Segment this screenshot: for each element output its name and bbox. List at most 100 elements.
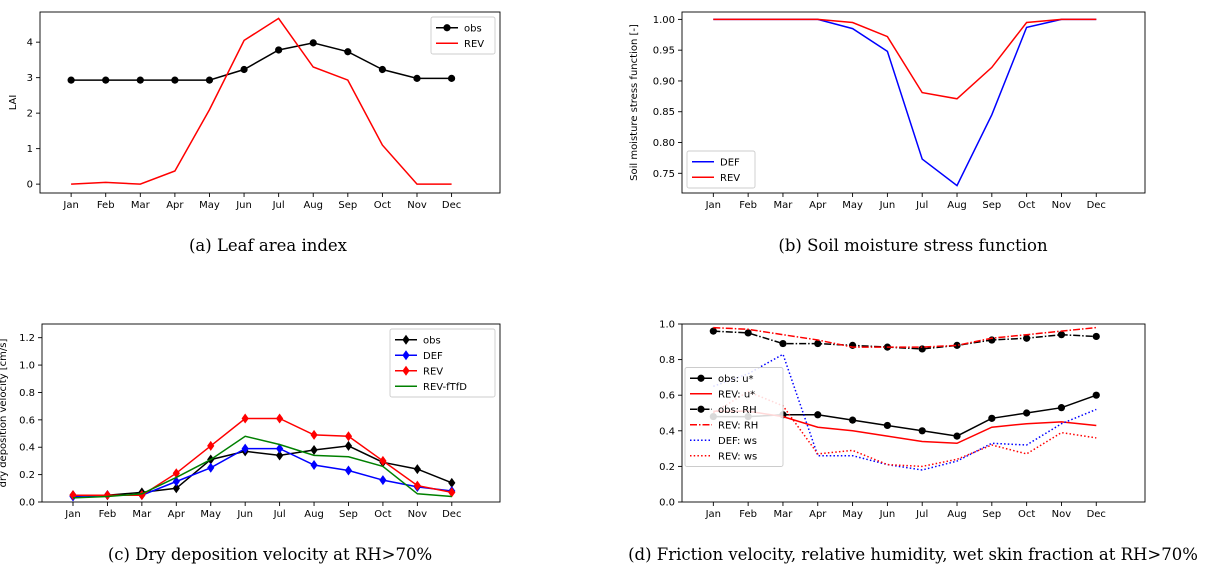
y-tick-label: 0.95 <box>653 46 675 57</box>
data-point <box>103 490 112 501</box>
data-point <box>448 487 456 498</box>
legend-label: REV <box>720 173 740 184</box>
y-tick-label: 0.2 <box>659 462 675 473</box>
y-tick-label: 0.4 <box>19 443 35 454</box>
legend: obs REV <box>430 16 496 55</box>
y-tick-label: 1.2 <box>19 333 35 344</box>
data-point <box>241 413 249 424</box>
data-point <box>413 464 421 475</box>
legend-label: REV-fTfD <box>423 382 467 393</box>
data-point <box>207 440 215 451</box>
series-line <box>713 326 1097 348</box>
data-point <box>240 65 248 74</box>
legend-box <box>389 328 496 398</box>
legend-label: obs <box>423 335 441 346</box>
data-point <box>814 411 822 419</box>
legend-label: DEF <box>423 351 443 362</box>
y-tick-label: 0.0 <box>659 498 675 509</box>
series-line <box>71 17 452 185</box>
legend-marker <box>402 365 410 376</box>
x-tick-label: Aug <box>947 509 967 520</box>
x-tick-label: Aug <box>303 200 323 211</box>
y-axis-label: Soil moisture stress function [-] <box>629 24 640 181</box>
series-line <box>72 447 452 498</box>
data-point <box>1023 409 1031 417</box>
x-tick-label: Oct <box>1018 509 1035 520</box>
y-tick-label: 0.6 <box>19 415 35 426</box>
legend-box <box>430 16 496 55</box>
data-point <box>102 76 110 84</box>
y-tick-label: 3 <box>27 73 33 84</box>
y-tick-label: 0.80 <box>653 138 675 149</box>
y-tick-label: 0.0 <box>19 498 35 509</box>
legend-label: REV <box>423 366 443 377</box>
data-point <box>883 421 891 430</box>
x-tick-label: Jul <box>915 200 928 211</box>
data-point <box>276 443 284 454</box>
data-point <box>276 413 284 424</box>
series-line <box>73 417 452 496</box>
data-point <box>241 443 249 454</box>
data-point <box>814 339 822 348</box>
chart-a: Jan Feb Mar Apr May Jun Jul Aug Sep Oct Nov Dec 0 1 2 3… <box>8 11 501 255</box>
x-tick-label: Dec <box>442 509 461 520</box>
data-point <box>379 475 387 486</box>
x-tick-label: Feb <box>739 509 757 520</box>
legend: DEF REV <box>686 150 756 189</box>
series-line <box>713 330 1097 350</box>
chart-c: Jan Feb Mar Apr May Jun Jul Aug Sep Oct Nov Dec 0.0 0… <box>0 323 501 564</box>
data-point <box>1092 391 1100 399</box>
x-tick-label: Oct <box>374 200 391 211</box>
legend-label: DEF: ws <box>718 436 757 447</box>
x-tick-label: Dec <box>1087 509 1106 520</box>
x-tick-label: May <box>200 509 221 520</box>
y-tick-label: 0.90 <box>653 76 675 87</box>
data-point <box>67 76 75 84</box>
legend-marker <box>402 334 410 345</box>
data-point <box>379 455 387 466</box>
x-tick-label: Sep <box>982 509 1001 520</box>
data-point <box>1023 334 1031 342</box>
data-point <box>848 341 857 349</box>
data-point <box>413 74 421 82</box>
x-tick-label: Nov <box>1052 509 1072 520</box>
data-point <box>205 76 214 84</box>
data-point <box>918 345 926 353</box>
figure-caption: (b) Soil moisture stress function <box>778 236 1048 255</box>
x-tick-label: Sep <box>339 509 358 520</box>
data-point <box>709 327 717 335</box>
data-point <box>310 460 318 471</box>
legend-label: obs: RH <box>718 405 757 416</box>
data-point <box>1092 332 1100 341</box>
y-tick-label: 0.2 <box>19 470 35 481</box>
x-tick-label: Dec <box>1087 200 1106 211</box>
x-tick-label: Jul <box>273 509 286 520</box>
x-tick-label: Feb <box>739 200 757 211</box>
data-point <box>310 444 318 455</box>
x-tick-label: Aug <box>947 200 967 211</box>
x-tick-label: May <box>199 200 220 211</box>
x-tick-label: Mar <box>774 509 794 520</box>
x-tick-label: Nov <box>1052 200 1072 211</box>
legend-label: DEF <box>720 157 740 168</box>
x-tick-label: Apr <box>809 200 827 211</box>
y-tick-label: 0.4 <box>659 426 675 437</box>
data-point <box>447 74 456 82</box>
plot-frame <box>681 323 1146 503</box>
x-tick-label: Jan <box>64 509 80 520</box>
data-point <box>848 416 857 424</box>
y-tick-label: 0.8 <box>19 388 35 399</box>
data-point <box>275 46 283 54</box>
data-point <box>276 450 284 461</box>
chart-b: Jan Feb Mar Apr May Jun Jul Aug Sep Oct Nov Dec 0.75… <box>629 11 1146 255</box>
legend: obs: u* REV: u* obs: RH REV: RH DEF: ws REV: … <box>684 367 784 467</box>
chart-d: Jan Feb Mar Apr May Jun Jul Aug Sep Oct Nov Dec 0.0 0… <box>628 320 1198 565</box>
data-point <box>207 462 215 473</box>
figure-caption: (c) Dry deposition velocity at RH>70% <box>108 545 432 564</box>
data-point <box>344 465 353 476</box>
legend-marker <box>402 350 410 361</box>
series-line <box>713 18 1097 187</box>
data-point <box>988 414 996 422</box>
x-tick-label: Nov <box>407 200 427 211</box>
x-tick-label: Jan <box>705 509 721 520</box>
